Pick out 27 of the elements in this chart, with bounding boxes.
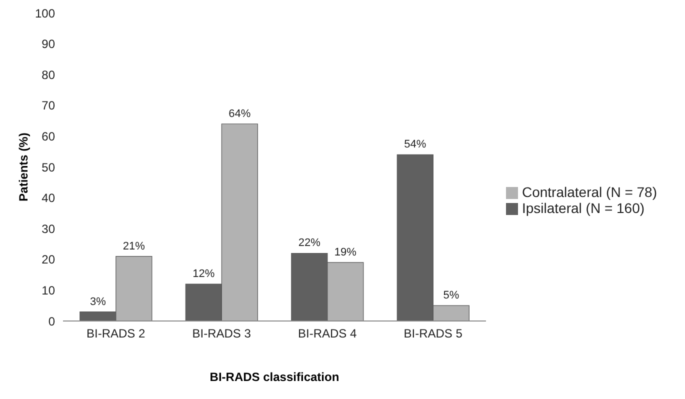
y-tick-label: 30 xyxy=(42,222,56,236)
y-tick-label: 100 xyxy=(34,6,56,20)
x-tick-label: BI-RADS 3 xyxy=(192,326,252,341)
data-label: 21% xyxy=(122,240,146,252)
y-tick-label: 50 xyxy=(42,160,56,174)
x-tick-label: BI-RADS 2 xyxy=(86,326,146,341)
data-label: 22% xyxy=(298,237,321,250)
data-label: 64% xyxy=(228,108,251,120)
data-label: 19% xyxy=(334,246,357,258)
y-tick-label: 10 xyxy=(42,283,56,298)
y-tick-label: 20 xyxy=(42,252,56,267)
y-axis-title: Patients (%) xyxy=(16,132,30,202)
x-axis-title: BI-RADS classification xyxy=(210,370,340,384)
y-tick-label: 60 xyxy=(42,129,56,144)
y-tick-label: 90 xyxy=(42,37,56,52)
x-tick-label: BI-RADS 4 xyxy=(298,326,358,341)
y-tick-label: 40 xyxy=(42,191,56,206)
y-tick-label: 0 xyxy=(48,314,56,328)
legend-label: Contralateral (N = 78) xyxy=(522,184,657,200)
data-label: 54% xyxy=(404,138,426,151)
data-label: 3% xyxy=(90,296,106,308)
x-tick-label: BI-RADS 5 xyxy=(404,326,463,341)
y-tick-label: 70 xyxy=(42,98,56,113)
data-label: 12% xyxy=(192,268,215,280)
y-tick-label: 80 xyxy=(42,68,56,82)
data-label: 5% xyxy=(443,290,460,302)
legend-label: Ipsilateral (N = 160) xyxy=(522,200,645,216)
